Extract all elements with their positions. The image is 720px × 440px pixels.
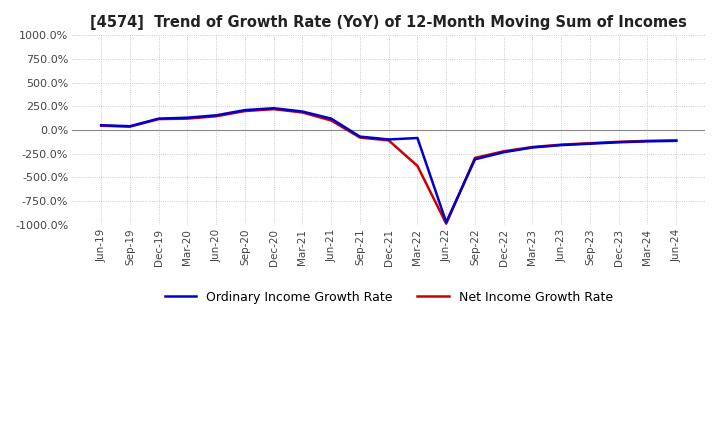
Net Income Growth Rate bbox=[327, 118, 336, 123]
Ordinary Income Growth Rate bbox=[585, 141, 594, 147]
Net Income Growth Rate bbox=[672, 138, 680, 143]
Net Income Growth Rate bbox=[471, 155, 480, 161]
Net Income Growth Rate bbox=[500, 149, 508, 154]
Ordinary Income Growth Rate bbox=[154, 116, 163, 121]
Ordinary Income Growth Rate bbox=[528, 145, 537, 150]
Line: Ordinary Income Growth Rate: Ordinary Income Growth Rate bbox=[102, 108, 676, 222]
Net Income Growth Rate bbox=[240, 108, 249, 114]
Ordinary Income Growth Rate bbox=[557, 143, 565, 148]
Ordinary Income Growth Rate bbox=[672, 138, 680, 143]
Net Income Growth Rate bbox=[269, 106, 278, 112]
Net Income Growth Rate bbox=[643, 138, 652, 143]
Ordinary Income Growth Rate bbox=[212, 113, 220, 118]
Net Income Growth Rate bbox=[154, 117, 163, 122]
Ordinary Income Growth Rate bbox=[614, 139, 623, 145]
Ordinary Income Growth Rate bbox=[384, 137, 393, 142]
Net Income Growth Rate bbox=[125, 124, 134, 129]
Ordinary Income Growth Rate bbox=[471, 157, 480, 162]
Line: Net Income Growth Rate: Net Income Growth Rate bbox=[102, 109, 676, 224]
Ordinary Income Growth Rate bbox=[643, 139, 652, 144]
Ordinary Income Growth Rate bbox=[183, 115, 192, 120]
Legend: Ordinary Income Growth Rate, Net Income Growth Rate: Ordinary Income Growth Rate, Net Income … bbox=[160, 286, 618, 309]
Ordinary Income Growth Rate bbox=[298, 109, 307, 114]
Ordinary Income Growth Rate bbox=[269, 106, 278, 111]
Net Income Growth Rate bbox=[413, 163, 422, 169]
Ordinary Income Growth Rate bbox=[125, 124, 134, 129]
Ordinary Income Growth Rate bbox=[442, 220, 451, 225]
Net Income Growth Rate bbox=[183, 116, 192, 121]
Net Income Growth Rate bbox=[356, 135, 364, 140]
Net Income Growth Rate bbox=[528, 144, 537, 150]
Net Income Growth Rate bbox=[384, 138, 393, 143]
Net Income Growth Rate bbox=[557, 142, 565, 147]
Ordinary Income Growth Rate bbox=[413, 136, 422, 141]
Title: [4574]  Trend of Growth Rate (YoY) of 12-Month Moving Sum of Incomes: [4574] Trend of Growth Rate (YoY) of 12-… bbox=[90, 15, 687, 30]
Net Income Growth Rate bbox=[442, 221, 451, 226]
Net Income Growth Rate bbox=[614, 139, 623, 144]
Ordinary Income Growth Rate bbox=[327, 116, 336, 121]
Ordinary Income Growth Rate bbox=[240, 107, 249, 113]
Net Income Growth Rate bbox=[212, 114, 220, 119]
Ordinary Income Growth Rate bbox=[356, 134, 364, 139]
Ordinary Income Growth Rate bbox=[500, 150, 508, 155]
Net Income Growth Rate bbox=[97, 123, 106, 128]
Ordinary Income Growth Rate bbox=[97, 123, 106, 128]
Net Income Growth Rate bbox=[585, 141, 594, 146]
Net Income Growth Rate bbox=[298, 110, 307, 115]
